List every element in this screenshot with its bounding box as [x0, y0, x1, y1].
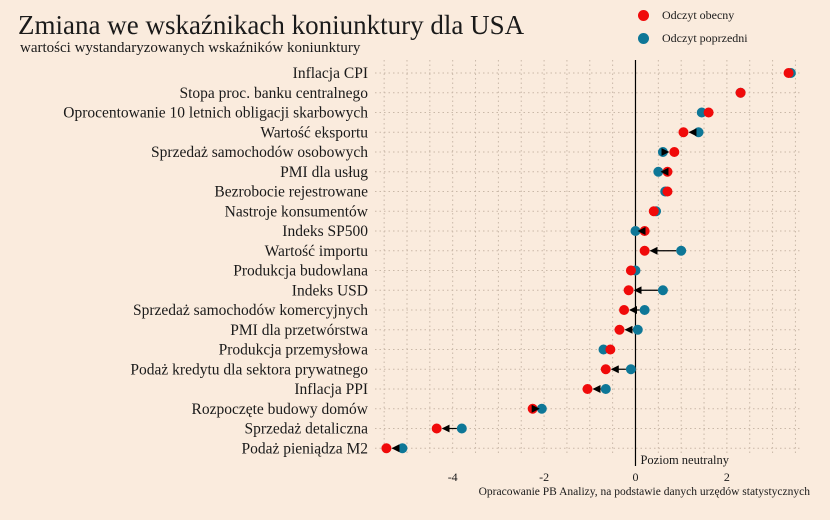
category-label: PMI dla usług	[280, 164, 368, 181]
legend-marker-previous	[638, 33, 649, 44]
category-label: Rozpoczęte budowy domów	[192, 401, 369, 418]
category-label: Inflacja PPI	[294, 381, 368, 398]
chart-source-note: Opracowanie PB Analizy, na podstawie dan…	[478, 486, 810, 498]
legend-item-current: Odczyt obecny	[638, 4, 748, 27]
category-label: Sprzedaż samochodów komercyjnych	[133, 302, 368, 319]
point-current	[625, 265, 636, 276]
category-label: Produkcja przemysłowa	[219, 342, 368, 359]
x-tick-label: 0	[632, 470, 638, 484]
point-previous	[657, 285, 668, 296]
category-label: Wartość importu	[265, 243, 369, 260]
point-current	[669, 147, 680, 157]
category-label: Sprzedaż detaliczna	[245, 421, 369, 438]
category-label: Stopa proc. banku centralnego	[179, 85, 368, 102]
x-tick-label: 2	[724, 470, 730, 484]
point-current	[648, 206, 659, 217]
category-label: Nastroje konsumentów	[225, 203, 369, 220]
x-tick-label: -2	[539, 470, 549, 484]
chart-title: Zmiana we wskaźnikach koniunktury dla US…	[18, 10, 525, 40]
point-previous	[598, 344, 609, 355]
point-previous	[657, 147, 668, 157]
point-current	[735, 87, 746, 98]
legend-label-current: Odczyt obecny	[662, 8, 735, 22]
category-label: Produkcja budowlana	[233, 263, 368, 280]
category-label: Indeks SP500	[282, 223, 368, 240]
point-current	[614, 324, 625, 335]
point-previous	[456, 423, 467, 434]
legend-label-previous: Odczyt poprzedni	[662, 31, 748, 45]
neutral-level-label: Poziom neutralny	[640, 453, 729, 467]
point-current	[639, 226, 650, 236]
point-current	[381, 443, 392, 454]
point-current	[662, 186, 673, 197]
point-current	[431, 423, 442, 434]
point-current	[600, 364, 611, 375]
point-previous	[639, 305, 650, 315]
point-current	[639, 245, 650, 256]
chart-subtitle: wartości wystandaryzowanych wskaźników k…	[20, 40, 361, 56]
category-label: Inflacja CPI	[293, 65, 368, 82]
point-current	[623, 285, 634, 296]
point-previous	[693, 127, 704, 138]
category-label: Podaż kredytu dla sektora prywatnego	[130, 361, 368, 378]
chart-legend: Odczyt obecny Odczyt poprzedni	[638, 4, 748, 50]
point-current	[605, 344, 616, 355]
point-previous	[625, 364, 636, 375]
category-label: Wartość eksportu	[260, 124, 368, 141]
point-previous	[397, 443, 408, 454]
category-label: Oprocentowanie 10 letnich obligacji skar…	[63, 105, 368, 122]
category-label: Podaż pieniądza M2	[241, 440, 368, 457]
point-previous	[676, 245, 687, 256]
point-current	[703, 107, 714, 118]
point-current	[783, 68, 794, 78]
point-current	[619, 305, 630, 315]
point-previous	[632, 324, 643, 335]
category-label: Indeks USD	[292, 282, 368, 299]
legend-marker-current	[638, 10, 649, 21]
legend-item-previous: Odczyt poprzedni	[638, 27, 748, 50]
point-previous	[600, 384, 611, 394]
point-current	[582, 384, 593, 394]
category-label: Bezrobocie rejestrowane	[214, 184, 368, 201]
point-current	[527, 403, 538, 414]
category-label: Sprzedaż samochodów osobowych	[151, 144, 368, 161]
x-tick-label: -4	[448, 470, 458, 484]
point-previous	[696, 107, 707, 118]
category-label: PMI dla przetwórstwa	[230, 322, 368, 339]
point-current	[678, 127, 689, 138]
point-current	[662, 166, 673, 177]
